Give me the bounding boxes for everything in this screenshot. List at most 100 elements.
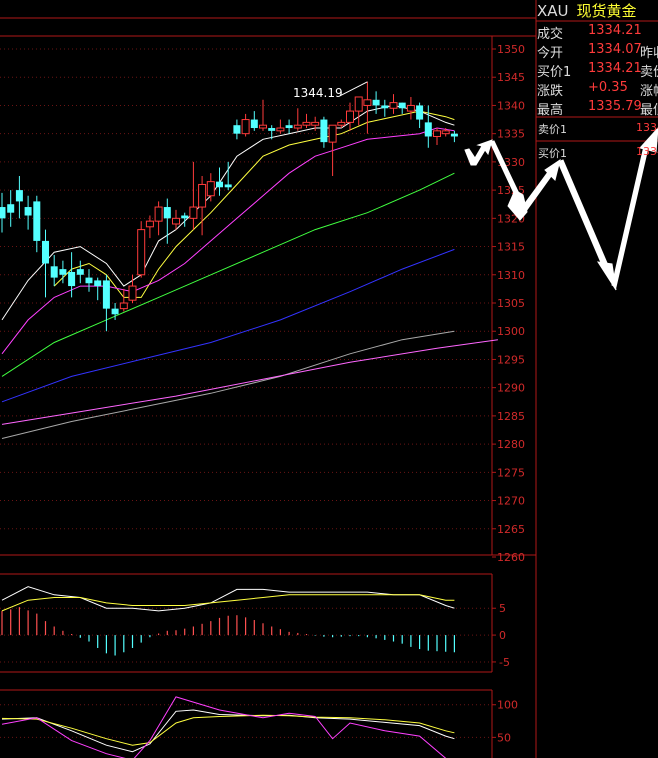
quote-row: 今开 1334.07 昨收: [536, 42, 658, 60]
candle: [50, 255, 58, 287]
moving-average-line: [1, 248, 455, 403]
candle: [102, 274, 110, 332]
quote-label: 今开: [537, 46, 564, 60]
candle-body: [398, 102, 406, 109]
candle: [285, 119, 293, 134]
candle: [24, 195, 32, 230]
price-tick-label: 1270: [497, 495, 525, 508]
candle: [42, 229, 49, 298]
candle-body: [76, 269, 84, 275]
candle: [372, 91, 380, 114]
symbol-code: XAU: [537, 2, 569, 20]
candle-body: [172, 217, 180, 225]
candle-body: [85, 277, 93, 284]
candle: [276, 119, 285, 134]
moving-average-line: [1, 127, 455, 355]
quote-label: 最高: [537, 103, 564, 117]
candle-body: [50, 266, 58, 278]
candle: [111, 303, 119, 320]
candle: [0, 192, 6, 233]
candle-body: [0, 207, 6, 219]
moving-average-line: [1, 330, 455, 439]
candle-body: [224, 184, 232, 188]
macd-tick-label: 5: [499, 602, 506, 615]
candle-body: [320, 119, 328, 143]
candle-body: [354, 96, 363, 112]
macd-dea-line: [1, 594, 455, 612]
candle-body: [337, 121, 346, 126]
price-tick-label: 1315: [497, 241, 525, 254]
candle: [59, 260, 67, 284]
candle: [441, 128, 450, 137]
candle: [198, 176, 207, 236]
bid-value: 1334: [636, 145, 658, 158]
ask-label: 卖价1: [538, 123, 567, 136]
quote-label: 买价1: [537, 65, 572, 79]
quote-extra: 卖价: [640, 65, 658, 79]
candle-body: [198, 183, 207, 208]
candle-body: [145, 220, 154, 228]
candle: [172, 209, 180, 230]
candle-body: [233, 125, 241, 134]
kdj-indicator: 100 50: [0, 696, 518, 758]
annotation-label: 1344.19: [293, 86, 343, 100]
candle: [346, 102, 354, 131]
candle: [216, 167, 223, 196]
candle: [363, 81, 372, 134]
macd-tick-label: 0: [499, 629, 506, 642]
quote-value: 1334.21: [588, 61, 642, 76]
kdj-k-line: [1, 709, 455, 753]
candle-body: [33, 201, 41, 241]
price-annotation: 1344.19: [293, 81, 368, 100]
price-tick-label: 1285: [497, 410, 525, 423]
candle-body: [268, 128, 276, 131]
candle: [233, 119, 241, 140]
ask-value: 1334: [636, 121, 658, 134]
candle-body: [241, 119, 250, 135]
moving-average-line: [1, 172, 455, 377]
quote-row: 最高 1335.79 最低: [536, 99, 658, 117]
candle-body: [441, 130, 450, 135]
price-tick-label: 1290: [497, 382, 525, 395]
quote-value: 1334.21: [588, 23, 642, 38]
candle: [68, 252, 76, 298]
moving-average-line: [1, 339, 498, 425]
candle-body: [42, 240, 49, 264]
arrow-head: [544, 158, 561, 181]
candle-body: [406, 104, 415, 112]
candle: [76, 260, 84, 284]
candle: [154, 201, 163, 236]
macd-dif-line: [1, 586, 455, 612]
candle-body: [416, 105, 424, 120]
candle: [328, 124, 337, 176]
candle-body: [381, 105, 389, 109]
quote-extra: 涨幅: [640, 84, 658, 98]
candle-body: [346, 110, 354, 123]
price-tick-label: 1350: [497, 43, 525, 56]
candle-body: [102, 280, 110, 309]
candle-body: [389, 102, 398, 109]
candle-body: [450, 133, 458, 137]
price-tick-label: 1335: [497, 128, 525, 141]
candle: [311, 116, 320, 131]
symbol-name: 现货黄金: [576, 2, 637, 20]
candle-body: [119, 302, 128, 310]
candle-body: [111, 308, 119, 315]
candle-body: [311, 121, 320, 126]
macd-tick-label: -5: [499, 656, 510, 669]
bid-label: 买价1: [538, 147, 567, 160]
quote-value: 1335.79: [588, 99, 642, 114]
candle-body: [68, 271, 76, 287]
price-tick-label: 1275: [497, 466, 525, 479]
candlestick-series: [0, 81, 458, 332]
arrow-stroke: [464, 139, 493, 166]
candle-body: [372, 99, 380, 106]
candle: [320, 116, 328, 148]
candle: [259, 99, 267, 131]
candle-body: [128, 285, 137, 301]
candle: [163, 198, 171, 244]
quote-label: 成交: [537, 27, 564, 41]
candle: [416, 102, 424, 129]
